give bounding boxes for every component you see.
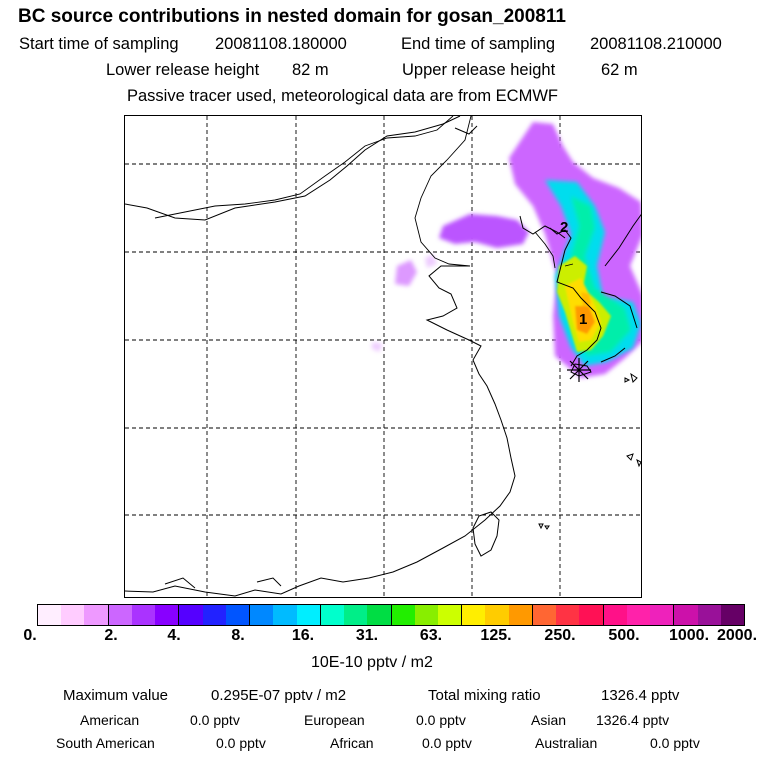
coastlines (125, 116, 641, 597)
colorbar-tick: 2000. (716, 627, 758, 644)
colorbar-swatch (84, 605, 108, 625)
colorbar-swatch (319, 605, 345, 625)
colorbar-swatch (556, 605, 580, 625)
european-label: European (304, 712, 365, 728)
colorbar-swatch (461, 605, 486, 625)
max-value-label: Maximum value (63, 687, 169, 704)
lower-release-value: 82 m (292, 61, 329, 79)
asian-label: Asian (531, 712, 567, 728)
start-sampling-label: Start time of sampling (19, 35, 179, 53)
colorbar-tick: 250. (544, 627, 576, 644)
colorbar-swatch (273, 605, 297, 625)
australian-label: Australian (535, 735, 598, 751)
map-canvas: 2 1 (125, 116, 641, 597)
colorbar-swatch (296, 605, 320, 625)
colorbar-tick: 4. (167, 627, 181, 644)
plot-title: BC source contributions in nested domain… (18, 6, 566, 27)
colorbar-swatch (673, 605, 698, 625)
map-frame: 2 1 (124, 115, 642, 598)
australian-value: 0.0 pptv (650, 735, 700, 751)
start-sampling-value: 20081108.180000 (215, 35, 347, 53)
receptor-asterisk-marker (567, 358, 591, 382)
colorbar-tick: 31. (355, 627, 379, 644)
american-value: 0.0 pptv (190, 712, 240, 728)
colorbar-swatch (650, 605, 674, 625)
colorbar-swatch (414, 605, 438, 625)
receptor-label-2: 2 (560, 219, 568, 236)
european-value: 0.0 pptv (416, 712, 466, 728)
south-american-value: 0.0 pptv (216, 735, 266, 751)
end-sampling-value: 20081108.210000 (590, 35, 722, 53)
colorbar-swatch (697, 605, 721, 625)
tracer-note: Passive tracer used, meteorological data… (127, 87, 558, 105)
colorbar-swatch (531, 605, 557, 625)
colorbar-units: 10E-10 pptv / m2 (311, 654, 433, 671)
colorbar-swatch (437, 605, 462, 625)
total-mixing-value: 1326.4 pptv (601, 687, 680, 704)
upper-release-value: 62 m (601, 61, 638, 79)
colorbar-swatch (249, 605, 274, 625)
colorbar-swatch (485, 605, 509, 625)
colorbar-swatch (38, 605, 62, 625)
colorbar-swatch (579, 605, 603, 625)
colorbar-swatch (107, 605, 132, 625)
colorbar-tick: 16. (291, 627, 315, 644)
end-sampling-label: End time of sampling (401, 35, 556, 53)
borders (154, 116, 574, 269)
colorbar-tick: 2. (104, 627, 118, 644)
colorbar-tick: 0. (23, 627, 37, 644)
african-value: 0.0 pptv (422, 735, 472, 751)
asian-value: 1326.4 pptv (596, 712, 670, 728)
colorbar-tick: 63. (419, 627, 443, 644)
colorbar (37, 604, 745, 626)
south-american-label: South American (56, 735, 155, 751)
total-mixing-label: Total mixing ratio (428, 687, 541, 704)
colorbar-swatch (508, 605, 532, 625)
max-value: 0.295E-07 pptv / m2 (211, 687, 347, 704)
colorbar-swatch (602, 605, 627, 625)
colorbar-tick: 1000. (668, 627, 710, 644)
colorbar-swatch (225, 605, 250, 625)
colorbar-swatch (344, 605, 368, 625)
plume-high-concentration (557, 256, 611, 352)
colorbar-swatch (202, 605, 226, 625)
american-label: American (80, 712, 140, 728)
colorbar-swatch (390, 605, 415, 625)
african-label: African (330, 735, 374, 751)
colorbar-swatch (626, 605, 651, 625)
colorbar-swatch (367, 605, 391, 625)
colorbar-swatch (720, 605, 745, 625)
colorbar-swatch (155, 605, 179, 625)
colorbar-tick: 500. (608, 627, 640, 644)
upper-release-label: Upper release height (402, 61, 556, 79)
colorbar-swatch (131, 605, 156, 625)
receptor-label-1: 1 (579, 311, 587, 328)
colorbar-swatch (61, 605, 85, 625)
colorbar-swatch (178, 605, 203, 625)
lower-release-label: Lower release height (106, 61, 260, 79)
colorbar-tick: 8. (231, 627, 245, 644)
colorbar-tick: 125. (480, 627, 512, 644)
